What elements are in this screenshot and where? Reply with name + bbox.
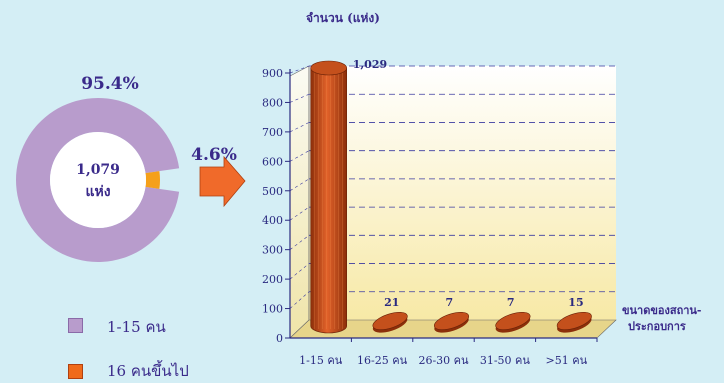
chart-title: จำนวน (แห่ง) [306, 11, 380, 25]
gridlines [289, 65, 616, 309]
x-tick-label: >51 คน [546, 354, 588, 367]
y-tick-label: 300 [262, 244, 283, 257]
legend-swatch-1-15 [68, 318, 83, 333]
bar-2: 7 [433, 296, 470, 333]
x-tick-label: 31-50 คน [480, 354, 531, 367]
y-tick-label: 700 [262, 126, 283, 139]
y-tick-label: 100 [262, 303, 283, 316]
bar-body [310, 67, 347, 334]
gridline-side [289, 150, 310, 162]
bar-disc-top [372, 312, 408, 330]
y-tick-label: 600 [262, 155, 283, 168]
bar-1: 21 [372, 296, 408, 333]
x-tick-label: 26-30 คน [418, 354, 469, 367]
bar-3: 7 [495, 296, 531, 333]
donut-hole [50, 132, 146, 228]
y-tick-label: 800 [262, 96, 283, 109]
bar-disc-top [556, 312, 592, 330]
bar-disc-top [433, 312, 470, 330]
legend-label-16-plus: 16 คนขึ้นไป [107, 362, 189, 380]
donut-slice-0 [16, 97, 180, 262]
legend-label-1-15: 1-15 คน [107, 318, 166, 336]
plot-area [289, 65, 617, 339]
legend-swatch-16-plus [68, 364, 83, 379]
slice-label-major: 95.4% [81, 74, 139, 94]
bar-series: 1,029 21 7 7 15 [310, 58, 592, 334]
x-axis: 1-15 คน 16-25 คน 26-30 คน 31-50 คน >51 คน [290, 337, 598, 367]
y-tick-label: 900 [262, 67, 283, 80]
bar-value-label: 1,029 [353, 58, 387, 71]
bar-disc-top [495, 312, 531, 330]
bar-value-label: 21 [384, 296, 399, 309]
gridline-side [289, 235, 310, 250]
gridline-side [289, 291, 310, 309]
donut-center-unit: แห่ง [85, 184, 110, 200]
x-tick-label: 16-25 คน [357, 354, 408, 367]
bar-top [310, 60, 348, 76]
y-tick-label: 200 [262, 273, 283, 286]
bar-4: 15 [556, 296, 592, 333]
donut-center-value: 1,079 [76, 162, 120, 178]
bar-value-label: 7 [446, 296, 454, 309]
y-tick-label: 500 [262, 185, 283, 198]
x-tick-label: 1-15 คน [299, 354, 343, 367]
donut-chart [16, 97, 180, 262]
gridline-side [289, 178, 310, 192]
y-axis: 0 100 200 300 400 500 600 700 800 900 [262, 67, 291, 345]
y-tick-label: 0 [276, 332, 283, 345]
bar-value-label: 7 [507, 296, 515, 309]
donut-slice-1 [145, 171, 160, 189]
gridline-side [289, 206, 310, 221]
x-axis-title-line2: ประกอบการ [628, 320, 686, 333]
x-axis-title-line1: ขนาดของสถาน- [622, 304, 702, 317]
y-tick-label: 400 [262, 214, 283, 227]
slice-label-minor: 4.6% [191, 145, 237, 165]
arrow-icon [199, 155, 246, 208]
bar-value-label: 15 [568, 296, 583, 309]
gridline-side [289, 263, 310, 280]
bar-0: 1,029 [310, 58, 387, 334]
